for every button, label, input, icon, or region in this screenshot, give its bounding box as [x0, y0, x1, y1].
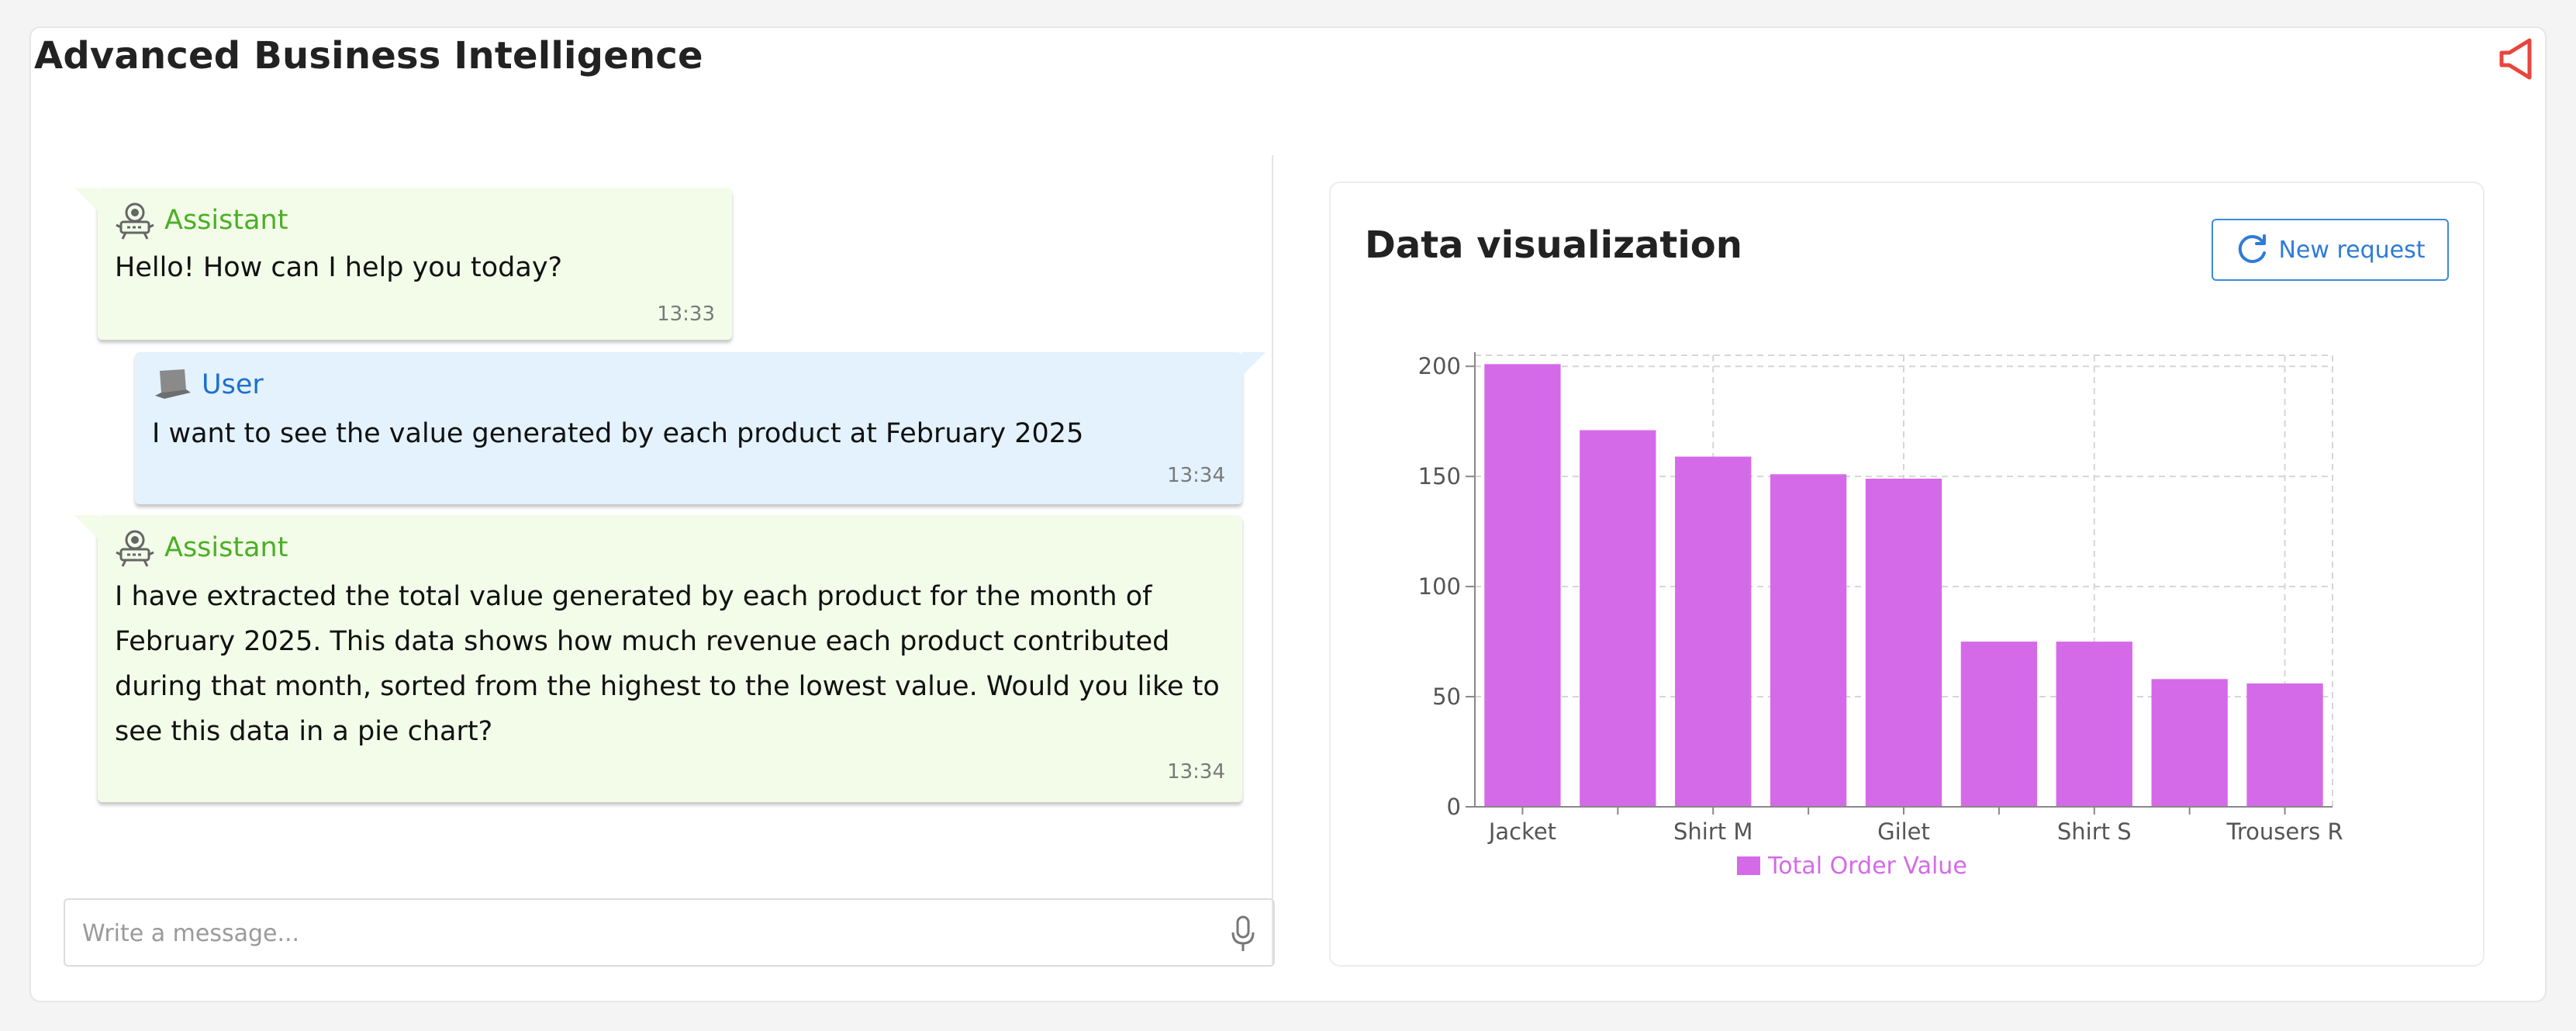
author-label: User	[202, 369, 264, 400]
legend-label: Total Order Value	[1767, 853, 1967, 880]
y-tick-label: 150	[1418, 463, 1461, 490]
message-author: Assistant	[113, 200, 288, 240]
new-request-label: New request	[2278, 236, 2426, 264]
bar	[1770, 474, 1847, 807]
message-assistant-1: Assistant Hello! How can I help you toda…	[74, 188, 732, 340]
speaker-icon[interactable]	[2495, 36, 2540, 82]
y-tick-label: 100	[1418, 573, 1461, 600]
message-author: Assistant	[113, 528, 288, 568]
visualization-panel: Data visualization New request 0 50 100 150…	[1329, 182, 2484, 967]
message-composer	[64, 898, 1275, 967]
legend-swatch	[1737, 856, 1760, 875]
message-assistant-2: Assistant I have extracted the total val…	[74, 515, 1242, 802]
x-tick-label: Jacket	[1487, 818, 1556, 845]
message-user-1: User I want to see the value generated b…	[135, 352, 1266, 504]
message-author: User	[150, 365, 264, 405]
robot-icon	[116, 202, 154, 240]
bar	[1865, 478, 1942, 807]
x-tick-label: Trousers R	[2226, 818, 2343, 845]
message-text: I want to see the value generated by eac…	[152, 418, 1084, 449]
message-input[interactable]	[82, 912, 1199, 954]
bar	[1484, 364, 1561, 807]
bar	[2151, 679, 2228, 807]
message-text: I have extracted the total value generat…	[115, 581, 1220, 747]
message-time: 13:34	[1167, 464, 1225, 487]
bar	[2056, 642, 2132, 807]
y-tick-label: 200	[1418, 353, 1461, 379]
bubble-tail	[74, 515, 98, 538]
viz-title: Data visualization	[1365, 223, 1742, 267]
message-text: Hello! How can I help you today?	[115, 252, 563, 283]
author-label: Assistant	[164, 532, 288, 563]
author-label: Assistant	[164, 205, 288, 236]
message-time: 13:34	[1167, 760, 1225, 784]
robot-icon	[116, 530, 154, 567]
y-tick-label: 0	[1447, 794, 1461, 820]
x-tick-label: Shirt S	[2057, 818, 2132, 845]
bar-chart: 0 50 100 150 200 Jacket Shirt M Gilet Shirt S Tro…	[1418, 352, 2343, 880]
x-tick-label: Gilet	[1877, 818, 1930, 845]
panel-divider	[1272, 155, 1273, 965]
chat-panel: Assistant Hello! How can I help you toda…	[34, 155, 1278, 967]
bar	[2246, 683, 2323, 807]
laptop-icon	[155, 369, 191, 399]
microphone-icon[interactable]	[1230, 915, 1256, 953]
refresh-icon	[2239, 234, 2267, 264]
bar	[1675, 456, 1752, 807]
bar	[1580, 430, 1656, 807]
message-time: 13:33	[657, 303, 715, 326]
y-tick-label: 50	[1432, 683, 1461, 710]
app-title: Advanced Business Intelligence	[34, 34, 703, 78]
bubble-tail	[74, 188, 98, 211]
bar	[1960, 642, 2038, 807]
new-request-button[interactable]: New request	[2212, 219, 2449, 281]
bubble-tail	[1242, 352, 1266, 375]
x-tick-label: Shirt M	[1673, 818, 1752, 845]
